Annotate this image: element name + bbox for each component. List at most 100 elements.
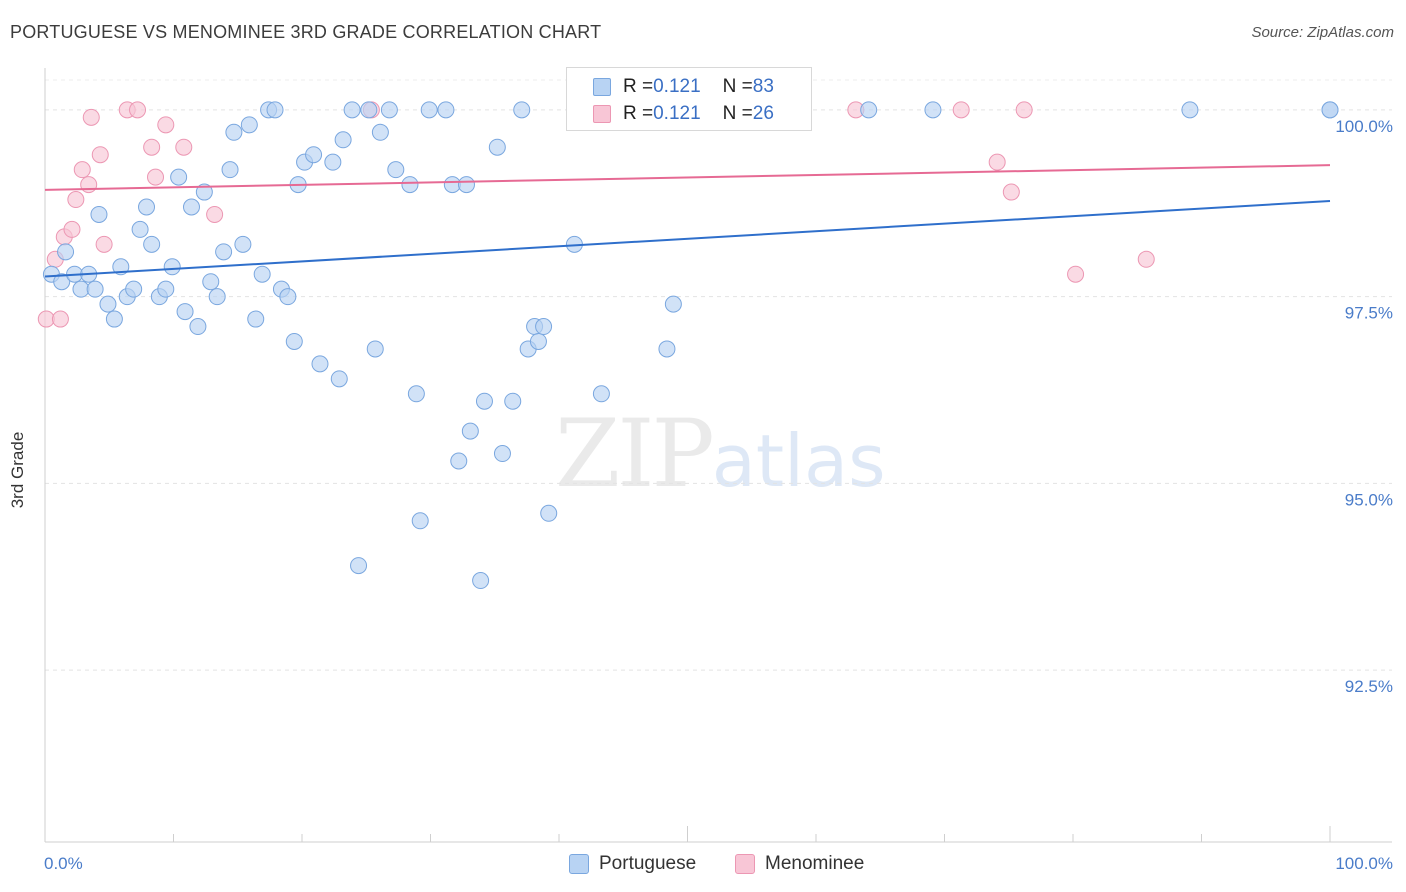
portuguese-point bbox=[266, 101, 284, 119]
source-credit: Source: ZipAtlas.com bbox=[1251, 24, 1394, 41]
x-tick-label: 100.0% bbox=[1335, 854, 1393, 873]
menominee-point bbox=[51, 310, 69, 328]
menominee-point bbox=[147, 168, 165, 186]
portuguese-point bbox=[324, 153, 342, 171]
menominee-point bbox=[73, 161, 91, 179]
portuguese-point bbox=[924, 101, 942, 119]
menominee-point bbox=[67, 191, 85, 209]
portuguese-point bbox=[475, 392, 493, 410]
portuguese-point bbox=[1181, 101, 1199, 119]
portuguese-point bbox=[387, 161, 405, 179]
legend-label-menominee: Menominee bbox=[765, 853, 865, 874]
portuguese-point bbox=[311, 355, 329, 373]
portuguese-point bbox=[1321, 101, 1339, 119]
portuguese-point bbox=[305, 146, 323, 164]
portuguese-point bbox=[253, 265, 271, 283]
portuguese-point bbox=[225, 123, 243, 141]
portuguese-point bbox=[131, 220, 149, 238]
portuguese-point bbox=[407, 385, 425, 403]
menominee-point bbox=[1137, 250, 1155, 268]
portuguese-point bbox=[234, 235, 252, 253]
stats-legend: R = 0.121 N = 83 R = 0.121 N = 26 bbox=[566, 67, 812, 131]
watermark: ZIPatlas bbox=[555, 400, 886, 509]
portuguese-point bbox=[247, 310, 265, 328]
portuguese-swatch bbox=[593, 78, 611, 96]
portuguese-point bbox=[334, 131, 352, 149]
portuguese-point bbox=[371, 123, 389, 141]
menominee-point bbox=[952, 101, 970, 119]
portuguese-point bbox=[215, 243, 233, 261]
menominee-point bbox=[80, 176, 98, 194]
portuguese-point bbox=[411, 512, 429, 530]
y-tick-label: 92.5% bbox=[1345, 677, 1393, 696]
portuguese-point bbox=[105, 310, 123, 328]
portuguese-point bbox=[535, 318, 553, 336]
n-value: 26 bbox=[752, 103, 774, 124]
portuguese-point bbox=[57, 243, 75, 261]
n-value: 83 bbox=[752, 76, 774, 97]
legend-item-menominee[interactable]: Menominee bbox=[735, 851, 864, 877]
menominee-point bbox=[1015, 101, 1033, 119]
portuguese-point bbox=[125, 280, 143, 298]
menominee-point bbox=[175, 138, 193, 156]
menominee-point bbox=[1067, 265, 1085, 283]
menominee-point bbox=[63, 220, 81, 238]
portuguese-point bbox=[99, 295, 117, 313]
n-label: N = bbox=[722, 76, 753, 97]
menominee-point bbox=[988, 153, 1006, 171]
x-tick-label: 0.0% bbox=[44, 854, 83, 873]
portuguese-point bbox=[420, 101, 438, 119]
portuguese-point bbox=[343, 101, 361, 119]
portuguese-point bbox=[493, 445, 511, 463]
watermark-zip: ZIP bbox=[555, 400, 715, 509]
portuguese-point bbox=[221, 161, 239, 179]
portuguese-point bbox=[457, 176, 475, 194]
menominee-point bbox=[37, 310, 55, 328]
portuguese-point bbox=[330, 370, 348, 388]
portuguese-point bbox=[860, 101, 878, 119]
portuguese-point bbox=[208, 288, 226, 306]
portuguese-point bbox=[443, 176, 461, 194]
stats-legend-row-menominee: R = 0.121 N = 26 bbox=[593, 102, 774, 126]
portuguese-point bbox=[182, 198, 200, 216]
portuguese-point bbox=[53, 273, 71, 291]
portuguese-point bbox=[112, 258, 130, 276]
portuguese-point bbox=[350, 557, 368, 575]
portuguese-point bbox=[285, 332, 303, 350]
portuguese-point bbox=[86, 280, 104, 298]
chart-title: PORTUGUESE VS MENOMINEE 3RD GRADE CORREL… bbox=[10, 22, 602, 42]
portuguese-point bbox=[90, 205, 108, 223]
menominee-point bbox=[157, 116, 175, 134]
portuguese-point bbox=[202, 273, 220, 291]
portuguese-point bbox=[450, 452, 468, 470]
menominee-point bbox=[82, 108, 100, 126]
legend-label-portuguese: Portuguese bbox=[599, 853, 697, 874]
portuguese-point bbox=[658, 340, 676, 358]
portuguese-point bbox=[366, 340, 384, 358]
r-value: 0.121 bbox=[653, 76, 701, 97]
portuguese-point bbox=[592, 385, 610, 403]
n-label: N = bbox=[722, 103, 753, 124]
portuguese-point bbox=[143, 235, 161, 253]
portuguese-point bbox=[279, 288, 297, 306]
portuguese-point bbox=[360, 101, 378, 119]
stats-legend-row-portuguese: R = 0.121 N = 83 bbox=[593, 75, 774, 99]
portuguese-point bbox=[437, 101, 455, 119]
portuguese-point bbox=[664, 295, 682, 313]
r-label: R = bbox=[623, 76, 654, 97]
r-value: 0.121 bbox=[653, 103, 701, 124]
portuguese-point bbox=[157, 280, 175, 298]
portuguese-legend-swatch bbox=[569, 854, 589, 874]
portuguese-trend-line bbox=[44, 200, 1331, 278]
menominee-point bbox=[1002, 183, 1020, 201]
watermark-atlas: atlas bbox=[711, 419, 886, 503]
menominee-point bbox=[129, 101, 147, 119]
portuguese-point bbox=[380, 101, 398, 119]
portuguese-point bbox=[138, 198, 156, 216]
y-tick-label: 95.0% bbox=[1345, 490, 1393, 509]
portuguese-point bbox=[195, 183, 213, 201]
portuguese-point bbox=[401, 176, 419, 194]
legend-item-portuguese[interactable]: Portuguese bbox=[569, 851, 696, 877]
y-tick-label: 97.5% bbox=[1345, 304, 1393, 323]
